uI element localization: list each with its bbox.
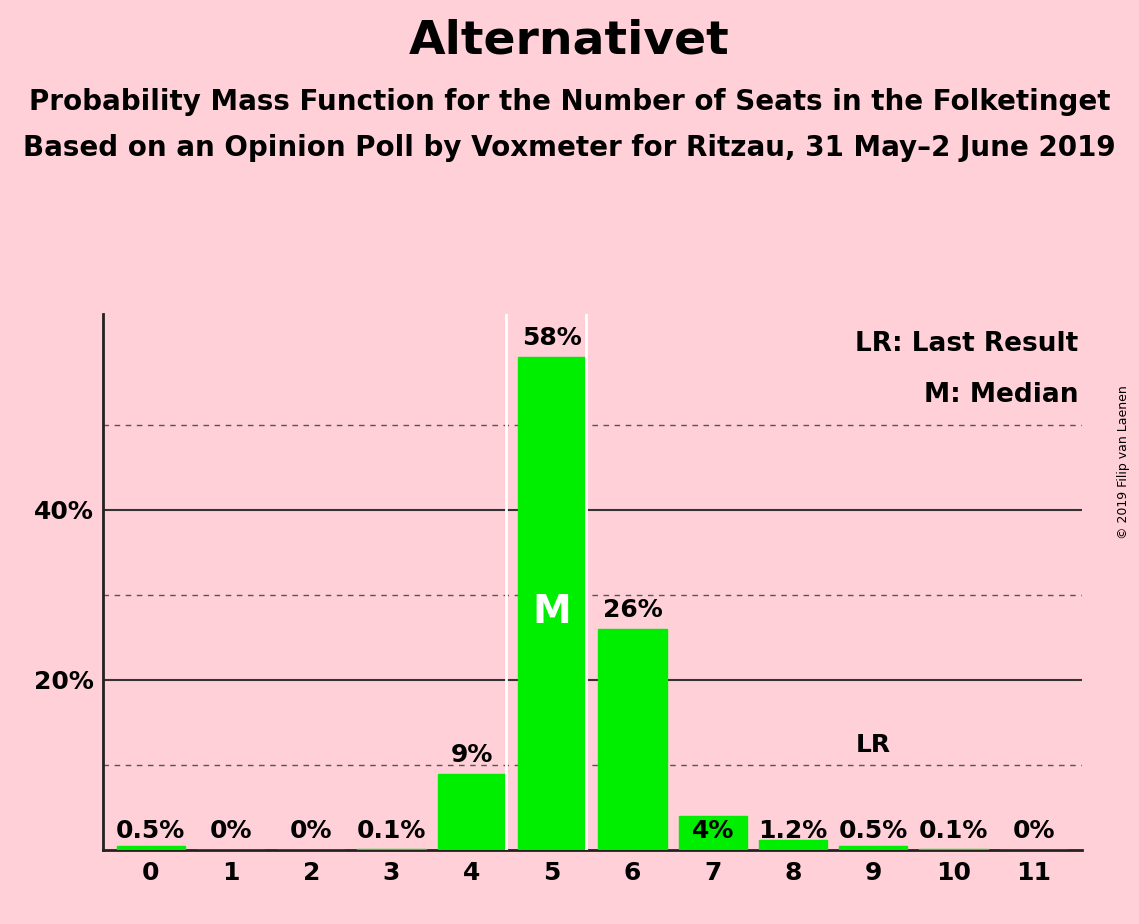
Text: M: Median: M: Median [924, 383, 1077, 408]
Bar [437, 773, 506, 850]
Bar [598, 629, 666, 850]
Text: M: M [533, 593, 572, 631]
Text: LR: LR [855, 733, 891, 757]
Bar [759, 840, 827, 850]
Bar [518, 357, 587, 850]
Text: Based on an Opinion Poll by Voxmeter for Ritzau, 31 May–2 June 2019: Based on an Opinion Poll by Voxmeter for… [23, 134, 1116, 162]
Text: © 2019 Filip van Laenen: © 2019 Filip van Laenen [1117, 385, 1130, 539]
Text: 0.5%: 0.5% [838, 820, 908, 844]
Text: 58%: 58% [523, 326, 582, 350]
Text: 0%: 0% [210, 820, 252, 844]
Bar [679, 816, 747, 850]
Text: 26%: 26% [603, 598, 662, 622]
Bar [116, 845, 185, 850]
Text: 9%: 9% [451, 743, 493, 767]
Text: 0%: 0% [1013, 820, 1055, 844]
Text: 0.1%: 0.1% [919, 820, 989, 844]
Text: Probability Mass Function for the Number of Seats in the Folketinget: Probability Mass Function for the Number… [28, 88, 1111, 116]
Text: 0.1%: 0.1% [357, 820, 426, 844]
Text: 4%: 4% [691, 820, 734, 844]
Bar [839, 845, 908, 850]
Text: 0%: 0% [290, 820, 333, 844]
Text: LR: Last Result: LR: Last Result [854, 331, 1077, 358]
Text: 1.2%: 1.2% [759, 820, 828, 844]
Text: 0.5%: 0.5% [116, 820, 186, 844]
Text: Alternativet: Alternativet [409, 18, 730, 64]
